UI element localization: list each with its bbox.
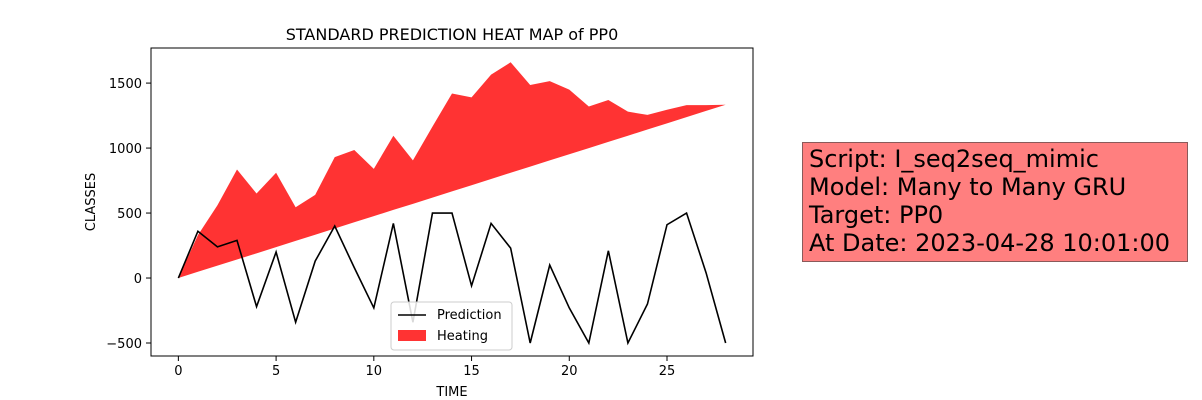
chart-title: STANDARD PREDICTION HEAT MAP of PP0 [286, 25, 619, 44]
legend-label-heating: Heating [437, 329, 488, 344]
info-date-line: At Date: 2023-04-28 10:01:00 [809, 229, 1171, 257]
y-tick-label: 1000 [109, 142, 142, 157]
legend-label-prediction: Prediction [437, 308, 502, 323]
legend: Prediction Heating [390, 301, 513, 351]
info-target-line: Target: PP0 [809, 201, 944, 229]
x-tick-label: 20 [561, 364, 578, 379]
prediction-line [177, 211, 727, 346]
x-tick-label: 15 [463, 364, 480, 379]
y-axis-label: CLASSES [84, 173, 99, 231]
x-axis-label: TIME [435, 385, 467, 400]
x-tick-label: 5 [272, 364, 280, 379]
y-tick-label: 500 [117, 207, 142, 222]
info-model-line: Model: Many to Many GRU [809, 173, 1127, 201]
legend-swatch-heating [398, 330, 426, 341]
plot-frame [150, 47, 754, 357]
heating-area [178, 62, 726, 279]
x-tick-label: 0 [174, 364, 182, 379]
info-script-line: Script: I_seq2seq_mimic [809, 145, 1099, 173]
y-tick-label: −500 [106, 337, 142, 352]
x-tick-label: 25 [659, 364, 676, 379]
x-tick-label: 10 [366, 364, 383, 379]
info-box: Script: I_seq2seq_mimic Model: Many to M… [802, 142, 1188, 262]
y-tick-label: 0 [134, 272, 142, 287]
plot-area: 0 5 10 15 20 25 −500 0 500 1000 1500 [106, 47, 754, 379]
y-tick-label: 1500 [109, 77, 142, 92]
